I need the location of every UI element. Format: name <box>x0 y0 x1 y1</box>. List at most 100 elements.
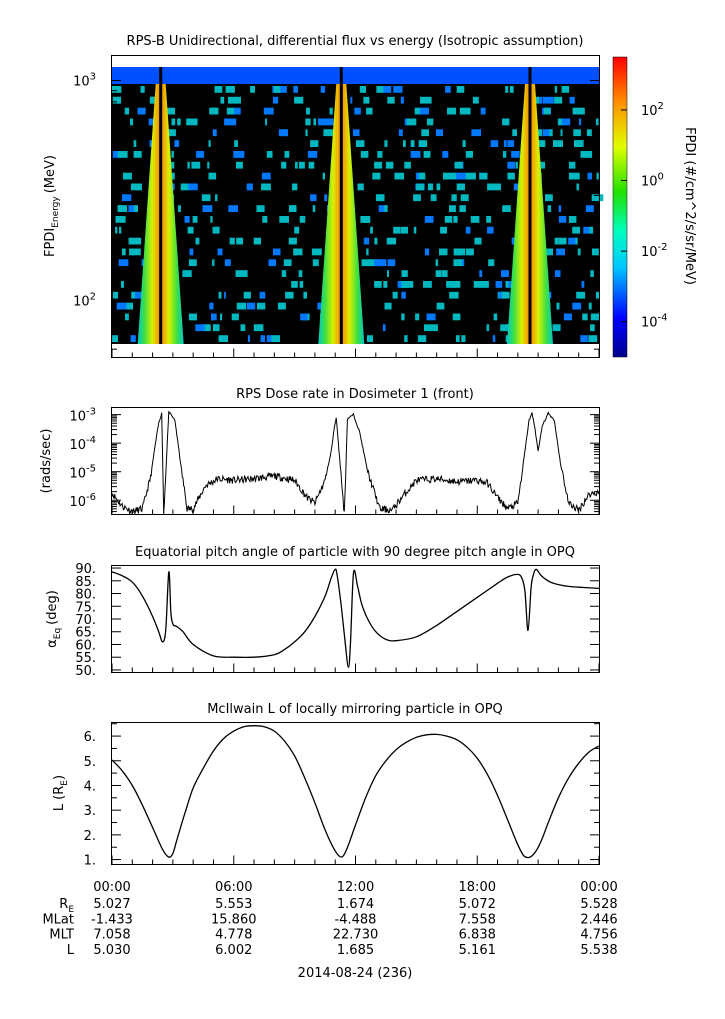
heatmap-cell <box>291 281 298 288</box>
heatmap-cell <box>418 172 426 180</box>
pitch-ytick-label-3: 65. <box>75 626 96 641</box>
heatmap-cell <box>400 96 404 104</box>
l-series-line <box>111 725 600 859</box>
l-frame <box>111 722 600 865</box>
heatmap-cell <box>453 216 458 223</box>
heatmap-cell <box>457 248 466 256</box>
heatmap-cell <box>240 270 248 277</box>
heatmap-cell <box>492 335 496 342</box>
heatmap-cell <box>443 172 450 180</box>
heatmap-cell <box>129 248 135 256</box>
heatmap-cell <box>435 270 442 277</box>
heatmap-cell <box>209 172 217 180</box>
heatmap-cell <box>392 291 398 299</box>
heatmap-cell <box>384 140 388 147</box>
heatmap-cell <box>507 172 515 180</box>
heatmap-cell <box>137 237 142 245</box>
heatmap-cell <box>595 291 600 299</box>
heatmap-cell <box>132 248 141 256</box>
heatmap-cell <box>212 259 215 267</box>
l-ytick-label-3: 4. <box>84 779 96 794</box>
heatmap-cell <box>281 270 287 277</box>
heatmap-cell <box>580 335 588 342</box>
heatmap-cell <box>382 324 386 332</box>
ephemeris-row-label-0: RE <box>59 897 74 915</box>
heatmap-cell <box>442 151 449 158</box>
heatmap-cell <box>502 151 507 158</box>
heatmap-cell <box>261 172 271 180</box>
heatmap-cell <box>384 205 388 212</box>
heatmap-cell <box>126 302 134 310</box>
heatmap-cell <box>575 172 580 180</box>
flux-y-ticks: 102 103 <box>73 72 599 350</box>
ephemeris-value-1-0: -1.433 <box>91 912 133 927</box>
heatmap-cell <box>362 216 369 223</box>
heatmap-cell <box>401 270 408 277</box>
heatmap-cell <box>121 281 124 288</box>
heatmap-cell <box>400 226 408 234</box>
dose-series-line <box>111 410 600 515</box>
heatmap-cell <box>432 324 438 332</box>
heatmap-cell <box>456 183 465 191</box>
heatmap-cell <box>495 281 503 288</box>
heatmap-cell <box>137 107 146 115</box>
ephemeris-value-2-1: 4.778 <box>215 928 252 943</box>
flux-ytick-label-0: 102 <box>73 291 96 309</box>
heatmap-cell <box>259 324 264 332</box>
heatmap-cell <box>212 324 220 332</box>
heatmap-cell <box>487 226 494 234</box>
heatmap-cell <box>131 291 137 299</box>
heatmap-cell <box>210 216 213 223</box>
heatmap-cell <box>393 86 403 93</box>
heatmap-cell <box>246 302 256 310</box>
heatmap-cell <box>413 226 417 234</box>
heatmap-cell <box>431 216 434 223</box>
heatmap-cell <box>115 226 118 234</box>
heatmap-cell <box>509 86 514 93</box>
heatmap-cell <box>563 313 572 321</box>
heatmap-cell <box>424 324 433 332</box>
heatmap-cell <box>591 194 598 202</box>
heatmap-cell <box>447 107 457 115</box>
heatmap-cell <box>374 281 382 288</box>
heatmap-cell <box>424 248 430 256</box>
heatmap-cell <box>354 107 361 115</box>
heatmap-cell <box>452 313 461 321</box>
heatmap-top-strip <box>112 67 599 84</box>
heatmap-cell <box>515 161 518 169</box>
heatmap-cell <box>308 161 315 169</box>
heatmap-cell <box>464 172 471 180</box>
heatmap-cell <box>488 259 495 267</box>
heatmap-cell <box>224 118 233 126</box>
dose-ylabel: (rads/sec) <box>39 429 54 494</box>
heatmap-cell <box>115 216 120 223</box>
heatmap-cell <box>542 129 552 137</box>
heatmap-cell <box>121 248 126 256</box>
heatmap-cell <box>246 183 253 191</box>
panel-pitch-angle: Equatorial pitch angle of particle with … <box>45 545 600 679</box>
heatmap-cell <box>128 237 138 245</box>
heatmap-cell <box>486 324 490 332</box>
heatmap-cell <box>453 248 462 256</box>
heatmap-cell <box>468 248 474 256</box>
heatmap-cell <box>317 118 326 126</box>
x-tick-label-3: 18:00 <box>459 880 496 895</box>
heatmap-cell <box>449 291 459 299</box>
heatmap-cell <box>256 205 265 212</box>
heatmap-cell <box>592 248 599 256</box>
heatmap-cell <box>305 118 311 126</box>
heatmap-cell <box>195 324 205 332</box>
heatmap-cells <box>112 67 604 344</box>
heatmap-cell <box>465 151 473 158</box>
heatmap-cell <box>487 183 495 191</box>
dose-frame <box>111 407 600 515</box>
x-tick-label-4: 00:00 <box>580 880 617 895</box>
heatmap-cell <box>451 194 457 202</box>
heatmap-cell <box>148 118 157 126</box>
heatmap-cell <box>262 216 268 223</box>
heatmap-cell <box>236 161 243 169</box>
heatmap-cell <box>436 302 445 310</box>
ephemeris-value-1-3: 7.558 <box>459 912 496 927</box>
heatmap-cell <box>572 226 581 234</box>
heatmap-cell <box>201 194 211 202</box>
